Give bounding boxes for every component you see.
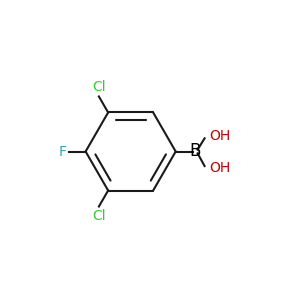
Text: OH: OH: [209, 161, 230, 176]
Text: OH: OH: [209, 129, 230, 143]
Text: Cl: Cl: [92, 209, 106, 223]
Text: Cl: Cl: [92, 80, 106, 94]
Text: F: F: [59, 145, 67, 158]
Text: B: B: [190, 142, 201, 160]
